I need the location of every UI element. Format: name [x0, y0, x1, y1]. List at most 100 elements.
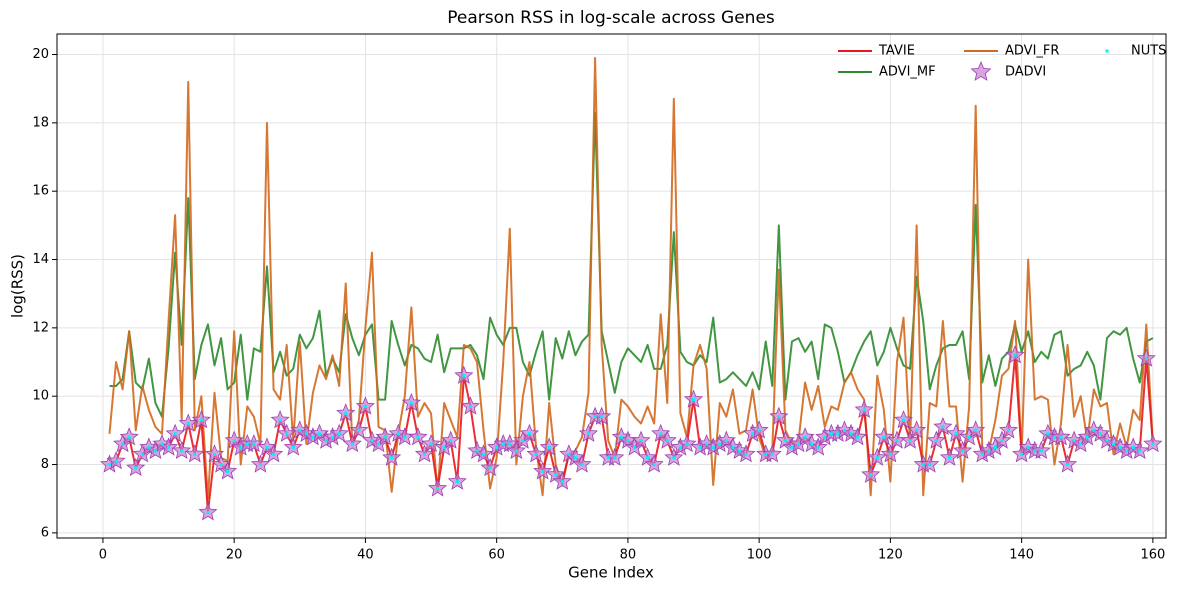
point-marker	[167, 445, 171, 449]
point-marker	[357, 428, 361, 432]
series-line	[108, 56, 1154, 500]
legend-label: ADVI_MF	[879, 65, 936, 80]
point-marker	[915, 428, 919, 432]
point-marker	[573, 456, 577, 460]
point-marker	[967, 435, 971, 439]
point-marker	[567, 452, 571, 456]
point-marker	[344, 411, 348, 415]
point-marker	[252, 442, 256, 446]
point-marker	[974, 428, 978, 432]
point-marker	[534, 452, 538, 456]
y-tick-label: 10	[32, 389, 49, 404]
point-marker	[718, 442, 722, 446]
point-marker	[783, 439, 787, 443]
point-marker	[147, 445, 151, 449]
point-marker	[632, 445, 636, 449]
point-marker	[311, 435, 315, 439]
point-marker	[639, 439, 643, 443]
point-marker	[232, 439, 236, 443]
point-marker	[127, 435, 131, 439]
point-marker	[869, 473, 873, 477]
point-marker	[580, 463, 584, 467]
point-marker	[114, 459, 118, 463]
point-marker	[501, 442, 505, 446]
point-marker	[882, 435, 886, 439]
point-marker	[429, 442, 433, 446]
point-marker	[442, 445, 446, 449]
point-marker	[659, 432, 663, 436]
point-marker	[823, 435, 827, 439]
point-marker	[285, 432, 289, 436]
legend-label: ADVI_FR	[1005, 44, 1059, 59]
point-marker	[928, 463, 932, 467]
point-marker	[527, 432, 531, 436]
point-marker	[816, 445, 820, 449]
point-marker	[206, 510, 210, 514]
point-marker	[239, 445, 243, 449]
point-marker	[993, 445, 997, 449]
point-marker	[803, 435, 807, 439]
point-marker	[600, 415, 604, 419]
point-marker	[514, 449, 518, 453]
point-marker	[212, 452, 216, 456]
x-tick-label: 120	[878, 548, 903, 563]
point-marker	[495, 445, 499, 449]
point-marker	[1112, 442, 1116, 446]
point-marker	[377, 442, 381, 446]
point-marker	[390, 456, 394, 460]
point-marker	[587, 432, 591, 436]
point-marker	[153, 449, 157, 453]
point-marker	[488, 466, 492, 470]
point-marker	[186, 422, 190, 426]
point-marker	[1079, 442, 1083, 446]
point-marker	[954, 432, 958, 436]
point-marker	[121, 442, 125, 446]
point-marker	[317, 432, 321, 436]
point-marker	[987, 449, 991, 453]
point-marker	[980, 452, 984, 456]
point-marker	[1046, 432, 1050, 436]
point-marker	[1000, 439, 1004, 443]
point-marker	[1105, 439, 1109, 443]
x-tick-label: 140	[1009, 548, 1034, 563]
legend-label: DADVI	[1005, 65, 1046, 80]
point-marker	[107, 463, 111, 467]
y-tick-label: 14	[32, 252, 49, 267]
point-marker	[409, 401, 413, 405]
plot-area	[99, 56, 1163, 521]
point-marker	[140, 452, 144, 456]
point-marker	[219, 463, 223, 467]
point-marker	[134, 466, 138, 470]
point-marker	[482, 452, 486, 456]
point-marker	[383, 435, 387, 439]
point-marker	[902, 418, 906, 422]
point-marker	[737, 449, 741, 453]
point-marker	[856, 435, 860, 439]
point-marker	[731, 445, 735, 449]
point-marker	[744, 452, 748, 456]
point-marker	[770, 452, 774, 456]
point-marker	[521, 439, 525, 443]
point-marker	[1066, 463, 1070, 467]
point-marker	[619, 435, 623, 439]
y-tick-label: 16	[32, 184, 49, 199]
x-tick-label: 40	[357, 548, 374, 563]
point-marker	[1092, 428, 1096, 432]
point-marker	[199, 418, 203, 422]
point-marker	[626, 439, 630, 443]
point-marker	[554, 473, 558, 477]
axes: 0 20 40 60 80 100 120 140 160 6 8 10 12 14 16 18 20	[32, 47, 1165, 562]
point-marker	[836, 432, 840, 436]
point-marker	[705, 442, 709, 446]
point-marker	[849, 432, 853, 436]
point-marker	[1013, 353, 1017, 357]
point-marker	[1144, 357, 1148, 361]
point-marker	[416, 435, 420, 439]
point-marker	[797, 442, 801, 446]
point-marker	[160, 442, 164, 446]
point-marker	[350, 442, 354, 446]
y-tick-label: 20	[32, 47, 49, 62]
point-marker	[304, 432, 308, 436]
x-tick-label: 80	[620, 548, 637, 563]
legend-swatch	[970, 60, 992, 81]
